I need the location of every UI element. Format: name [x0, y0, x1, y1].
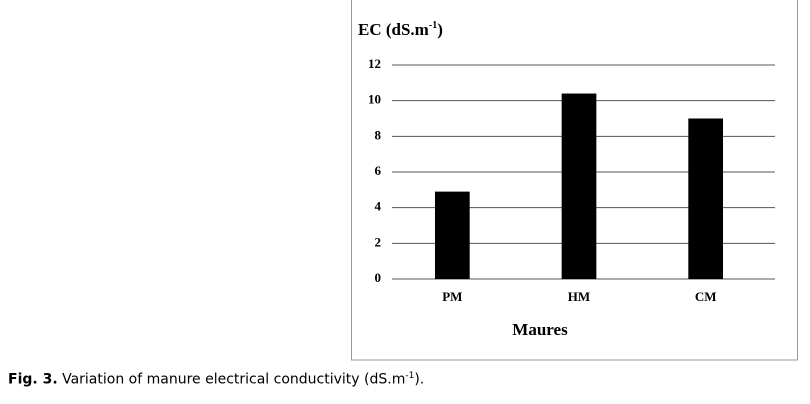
y-tick-label: 10 [368, 92, 381, 107]
chart-frame [351, 0, 798, 361]
y-tick-label: 4 [375, 199, 382, 214]
chart: EC (dS.m-1) Maures 0 2 4 6 8 10 12 PM HM CM [351, 0, 798, 361]
y-axis-label-text: EC (dS.m [358, 20, 429, 39]
caption: Fig. 3. Variation of manure electrical c… [8, 371, 424, 388]
y-tick-label: 2 [375, 234, 382, 249]
y-tick-label: 0 [375, 270, 382, 285]
y-tick-label: 12 [368, 56, 381, 71]
bar [561, 93, 597, 280]
y-axis-label-tail: ) [437, 20, 443, 39]
y-axis-label: EC (dS.m-1) [358, 20, 443, 39]
y-tick-label: 6 [375, 163, 382, 178]
x-tick-label: PM [442, 289, 462, 304]
bar [434, 191, 470, 279]
caption-sup: -1 [405, 371, 415, 381]
y-tick-label: 8 [375, 127, 382, 142]
bar [688, 118, 724, 279]
caption-label: Fig. 3. [8, 371, 58, 388]
y-axis-label-sup: -1 [429, 20, 437, 31]
x-tick-label: HM [568, 289, 590, 304]
x-tick-label: CM [695, 289, 717, 304]
caption-tail: ). [414, 371, 425, 388]
caption-text: Variation of manure electrical conductiv… [62, 371, 406, 388]
x-axis-label: Maures [512, 320, 568, 339]
